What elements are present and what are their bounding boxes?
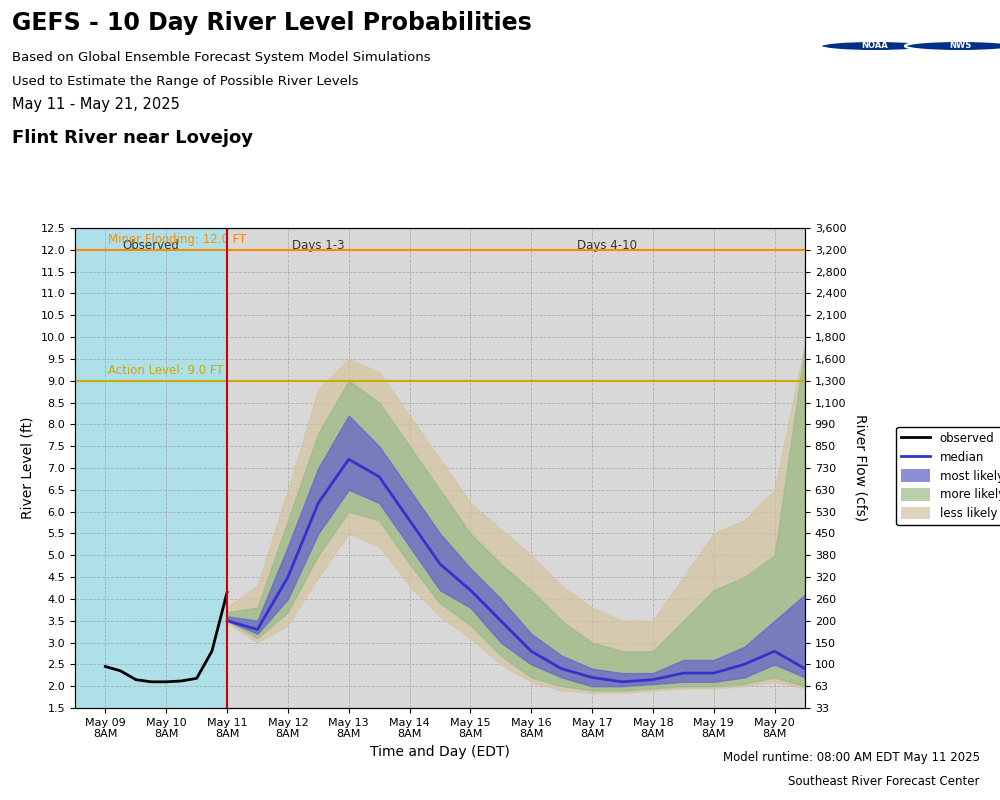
Text: GEFS - 10 Day River Level Probabilities: GEFS - 10 Day River Level Probabilities bbox=[12, 11, 532, 35]
Text: Southeast River Forecast Center: Southeast River Forecast Center bbox=[788, 775, 980, 788]
Text: Based on Global Ensemble Forecast System Model Simulations: Based on Global Ensemble Forecast System… bbox=[12, 50, 431, 64]
Bar bbox=[227, 228, 410, 708]
Legend: observed, median, most likely 25-75%, more likely 10-25%, less likely 5-10%: observed, median, most likely 25-75%, mo… bbox=[896, 427, 1000, 525]
Text: Flint River near Lovejoy: Flint River near Lovejoy bbox=[12, 130, 253, 147]
Y-axis label: River Level (ft): River Level (ft) bbox=[21, 417, 35, 519]
Text: Observed: Observed bbox=[123, 239, 179, 252]
Bar bbox=[410, 228, 805, 708]
Bar bbox=[75, 228, 227, 708]
Text: Days 1-3: Days 1-3 bbox=[292, 239, 345, 252]
Text: Used to Estimate the Range of Possible River Levels: Used to Estimate the Range of Possible R… bbox=[12, 75, 358, 89]
Text: Action Level: 9.0 FT: Action Level: 9.0 FT bbox=[108, 364, 224, 378]
Text: Minor Flooding: 12.0 FT: Minor Flooding: 12.0 FT bbox=[108, 234, 247, 246]
Text: NWS: NWS bbox=[949, 42, 971, 50]
Text: Days 4-10: Days 4-10 bbox=[577, 239, 637, 252]
Y-axis label: River Flow (cfs): River Flow (cfs) bbox=[853, 414, 867, 522]
Circle shape bbox=[820, 41, 930, 51]
Circle shape bbox=[905, 41, 1000, 51]
X-axis label: Time and Day (EDT): Time and Day (EDT) bbox=[370, 745, 510, 759]
Text: NOAA: NOAA bbox=[862, 42, 888, 50]
Text: Model runtime: 08:00 AM EDT May 11 2025: Model runtime: 08:00 AM EDT May 11 2025 bbox=[723, 751, 980, 764]
Text: May 11 - May 21, 2025: May 11 - May 21, 2025 bbox=[12, 97, 180, 112]
